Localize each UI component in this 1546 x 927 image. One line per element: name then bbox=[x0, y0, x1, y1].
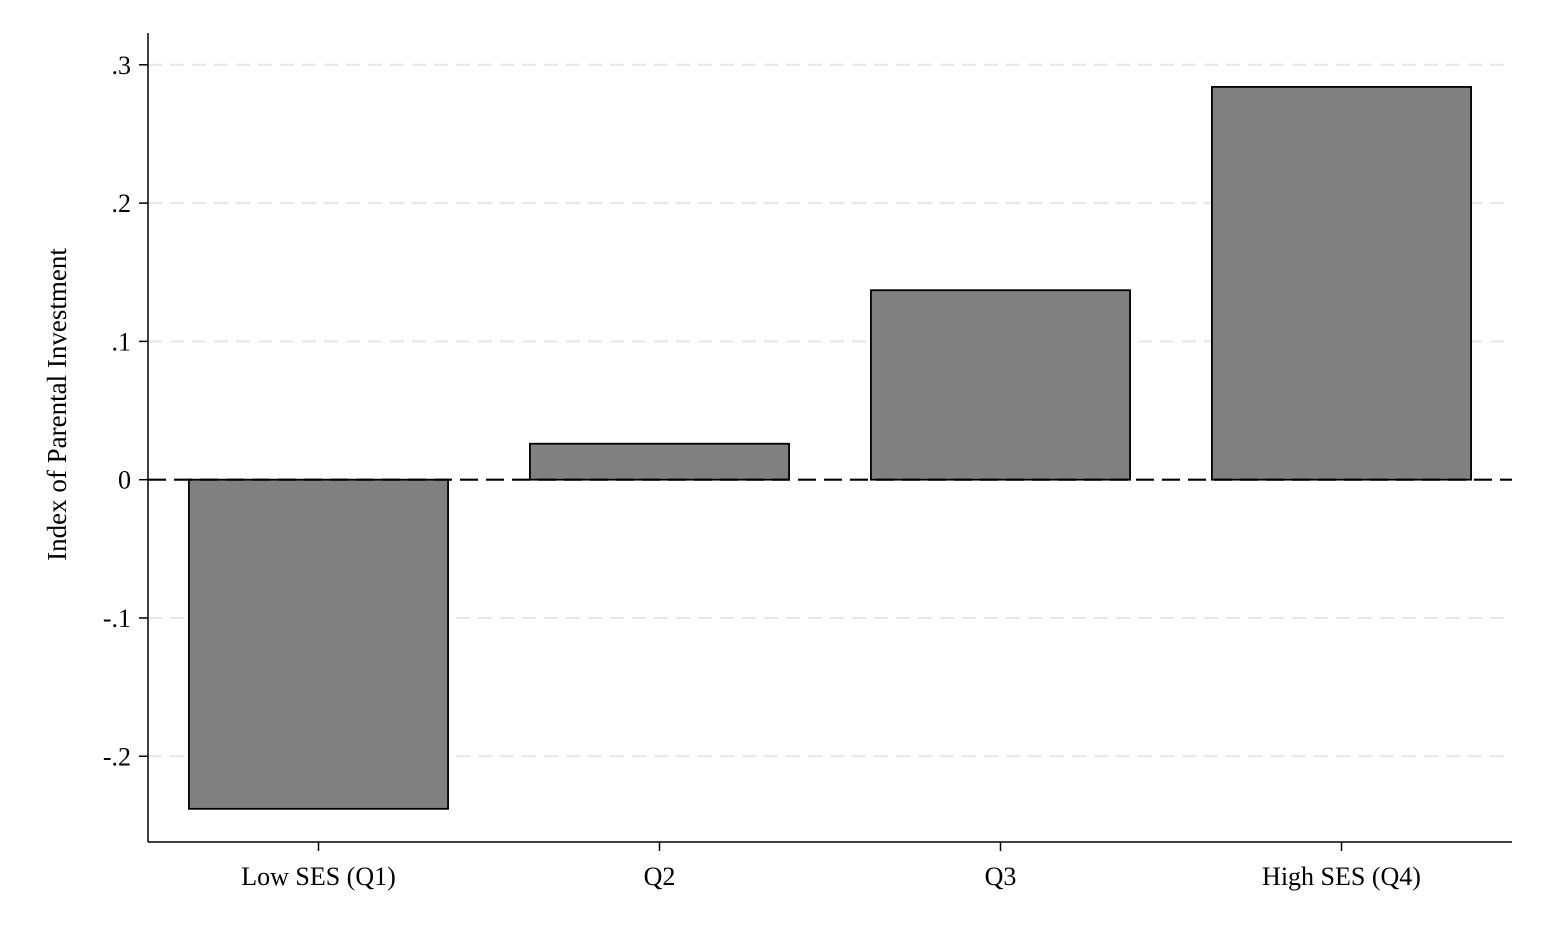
y-tick-labels: -.2 -.1 0 .1 .2 .3 bbox=[103, 51, 131, 771]
bar bbox=[188, 478, 449, 810]
axes bbox=[139, 33, 1512, 851]
y-tick-label: .1 bbox=[112, 327, 132, 356]
bar bbox=[1211, 86, 1472, 481]
y-tick-label: .2 bbox=[112, 189, 132, 218]
y-tick-label: 0 bbox=[118, 466, 131, 495]
y-tick-label: .3 bbox=[112, 51, 132, 80]
y-tick-label: -.2 bbox=[103, 742, 131, 771]
x-tick-label: Q3 bbox=[985, 862, 1017, 891]
bars bbox=[188, 86, 1472, 810]
bar bbox=[870, 289, 1131, 481]
x-tick-label: Q2 bbox=[644, 862, 676, 891]
bar bbox=[529, 442, 790, 481]
x-tick-label: High SES (Q4) bbox=[1262, 862, 1421, 891]
x-tick-labels: Low SES (Q1) Q2 Q3 High SES (Q4) bbox=[241, 862, 1421, 891]
y-axis-title: Index of Parental Investment bbox=[42, 248, 72, 561]
x-tick-label: Low SES (Q1) bbox=[241, 862, 396, 891]
y-tick-label: -.1 bbox=[103, 604, 131, 633]
